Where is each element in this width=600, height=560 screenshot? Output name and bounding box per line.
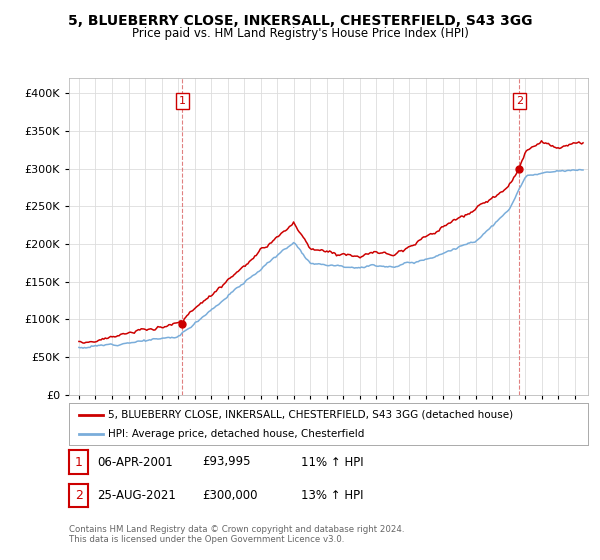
Text: Price paid vs. HM Land Registry's House Price Index (HPI): Price paid vs. HM Land Registry's House … — [131, 27, 469, 40]
Text: Contains HM Land Registry data © Crown copyright and database right 2024.
This d: Contains HM Land Registry data © Crown c… — [69, 525, 404, 544]
Text: HPI: Average price, detached house, Chesterfield: HPI: Average price, detached house, Ches… — [108, 430, 364, 439]
Text: 5, BLUEBERRY CLOSE, INKERSALL, CHESTERFIELD, S43 3GG (detached house): 5, BLUEBERRY CLOSE, INKERSALL, CHESTERFI… — [108, 410, 513, 420]
Text: 5, BLUEBERRY CLOSE, INKERSALL, CHESTERFIELD, S43 3GG: 5, BLUEBERRY CLOSE, INKERSALL, CHESTERFI… — [68, 14, 532, 28]
Text: 1: 1 — [179, 96, 186, 106]
Text: 2: 2 — [74, 489, 83, 502]
Text: 2: 2 — [515, 96, 523, 106]
Text: £93,995: £93,995 — [202, 455, 251, 469]
Text: £300,000: £300,000 — [202, 489, 258, 502]
Text: 25-AUG-2021: 25-AUG-2021 — [97, 489, 176, 502]
Text: 1: 1 — [74, 455, 83, 469]
Text: 06-APR-2001: 06-APR-2001 — [97, 455, 173, 469]
Text: 11% ↑ HPI: 11% ↑ HPI — [301, 455, 364, 469]
Text: 13% ↑ HPI: 13% ↑ HPI — [301, 489, 364, 502]
